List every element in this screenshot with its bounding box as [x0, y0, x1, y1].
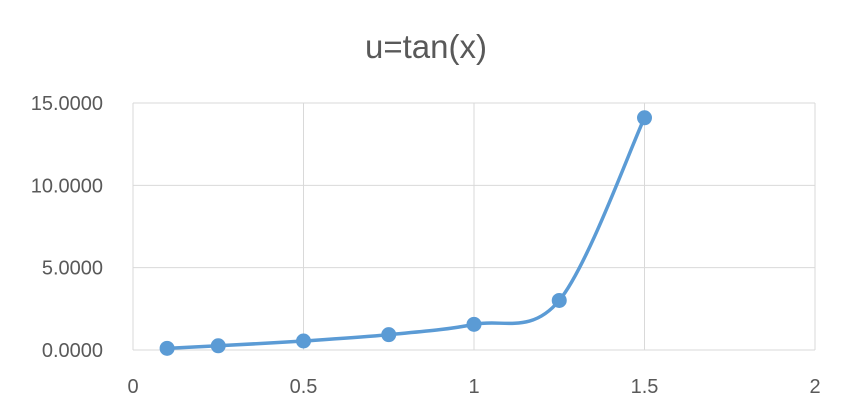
data-point	[159, 340, 175, 356]
grid-lines	[132, 102, 816, 351]
data-point	[637, 110, 652, 126]
chart-title: u=tan(x)	[365, 28, 487, 65]
data-point	[296, 333, 311, 349]
x-axis-labels: 0 0.5 1 1.5 2	[127, 376, 820, 398]
x-tick-label: 1.5	[631, 376, 659, 398]
data-point	[381, 327, 397, 343]
x-tick-label: 0.5	[290, 376, 318, 398]
data-point	[210, 338, 226, 354]
y-tick-label: 10.0000	[31, 175, 103, 197]
series-line	[165, 116, 647, 351]
x-tick-label: 2	[809, 376, 820, 398]
y-tick-label: 5.0000	[42, 258, 103, 280]
x-tick-label: 1	[468, 376, 479, 398]
y-tick-label: 0.0000	[42, 340, 103, 362]
data-point	[551, 292, 567, 308]
data-point	[466, 316, 482, 332]
series-group	[159, 110, 652, 356]
y-tick-label: 15.0000	[31, 93, 103, 115]
x-tick-label: 0	[127, 376, 138, 398]
y-axis-labels: 0.0000 5.0000 10.0000 15.0000	[31, 93, 103, 362]
